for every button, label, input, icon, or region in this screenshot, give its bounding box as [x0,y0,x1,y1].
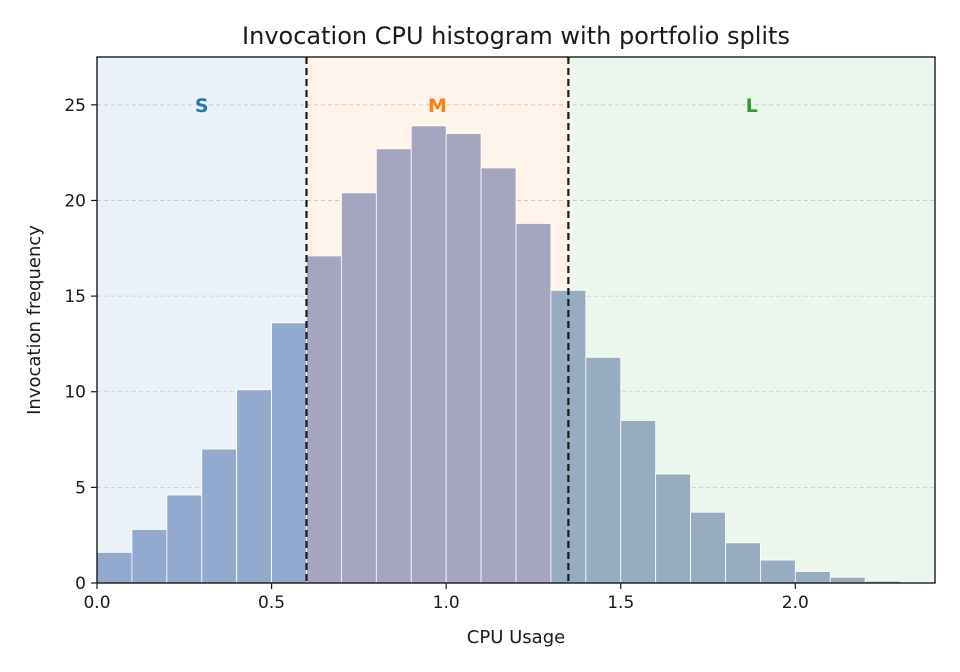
y-tick-label: 5 [75,478,86,498]
y-tick-label: 0 [75,574,86,594]
y-axis-label: Invocation frequency [24,225,45,415]
y-tick-label: 20 [64,191,86,211]
region-label-l: L [746,95,758,117]
x-tick-label: 1.0 [433,593,460,613]
histogram-bar [760,559,796,584]
x-tick-label: 2.0 [782,593,809,613]
x-axis-label: CPU Usage [467,627,565,648]
x-tick-label: 0.0 [83,593,110,613]
y-tick-label: 25 [64,96,86,116]
histogram-bar [306,255,342,584]
ticks-layer: 0.0 0.5 1.0 1.5 2.0 0 5 10 15 20 25 [64,96,808,613]
histogram-bar [725,542,761,584]
histogram-bar [271,322,307,584]
histogram-bar [201,448,238,584]
histogram-bar [166,494,203,584]
plot-frame [96,56,936,584]
region-label-m: M [428,95,447,117]
histogram-bar [131,529,168,584]
histogram-bar [515,223,552,584]
histogram-bar [341,192,377,584]
histogram-bar [96,551,133,584]
x-tick-label: 0.5 [258,593,285,613]
histogram-bar [794,571,831,584]
y-tick-label: 10 [64,383,86,403]
x-tick-label: 1.5 [607,593,634,613]
region-label-s: S [195,95,209,117]
chart-title: Invocation CPU histogram with portfolio … [242,22,790,50]
histogram-bar [620,420,657,584]
histogram-bar [585,356,622,584]
histogram-bar [690,511,726,584]
histogram-bar [375,148,412,584]
histogram-bar [829,576,866,584]
bars-layer [96,125,901,584]
histogram-bar [445,133,482,584]
histogram-bar [236,389,272,584]
y-tick-label: 15 [64,287,86,307]
histogram-bar [480,167,517,584]
histogram-bar [410,125,447,584]
histogram-bar [655,473,691,584]
